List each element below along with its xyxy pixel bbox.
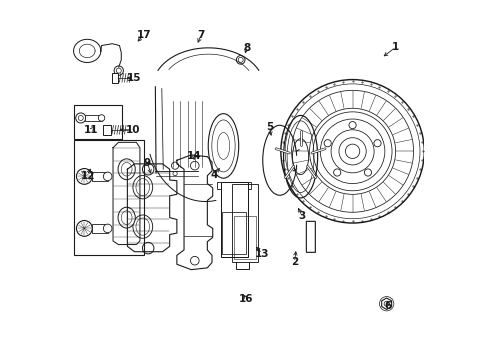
Ellipse shape — [133, 176, 153, 199]
Ellipse shape — [118, 207, 135, 228]
Text: 8: 8 — [243, 43, 250, 53]
Text: 6: 6 — [385, 301, 392, 311]
Text: 5: 5 — [266, 122, 273, 132]
Circle shape — [334, 169, 341, 176]
Bar — [306, 221, 315, 252]
Text: 15: 15 — [126, 73, 141, 83]
Text: 16: 16 — [239, 294, 253, 304]
Text: 4: 4 — [211, 170, 218, 180]
Bar — [306, 221, 315, 252]
Text: 10: 10 — [126, 125, 140, 135]
Bar — [220, 182, 247, 257]
Bar — [74, 140, 144, 255]
Text: 3: 3 — [298, 211, 305, 221]
Bar — [112, 73, 118, 83]
Bar — [74, 105, 122, 139]
Text: 12: 12 — [81, 171, 95, 181]
Circle shape — [143, 242, 154, 254]
Bar — [234, 216, 256, 259]
Bar — [103, 125, 111, 135]
Circle shape — [365, 169, 371, 176]
Text: 13: 13 — [255, 248, 270, 258]
Bar — [232, 184, 258, 262]
Bar — [92, 224, 108, 233]
Circle shape — [349, 122, 356, 129]
Text: 11: 11 — [84, 125, 99, 135]
Text: 2: 2 — [291, 257, 298, 267]
Circle shape — [103, 172, 112, 181]
Text: 17: 17 — [137, 30, 151, 40]
Text: 9: 9 — [144, 158, 151, 168]
Circle shape — [143, 163, 154, 175]
Circle shape — [324, 140, 331, 147]
Bar — [85, 115, 101, 121]
Ellipse shape — [133, 215, 153, 238]
Bar — [92, 172, 108, 181]
Circle shape — [236, 55, 245, 64]
Text: 7: 7 — [197, 30, 205, 40]
Bar — [222, 212, 245, 253]
Text: 1: 1 — [392, 42, 399, 52]
Circle shape — [76, 221, 92, 236]
Polygon shape — [382, 298, 392, 310]
Ellipse shape — [118, 159, 135, 180]
Circle shape — [76, 113, 86, 123]
Circle shape — [374, 140, 381, 147]
Text: 14: 14 — [187, 150, 201, 161]
Circle shape — [76, 168, 92, 184]
Circle shape — [103, 224, 112, 233]
Circle shape — [98, 115, 105, 121]
